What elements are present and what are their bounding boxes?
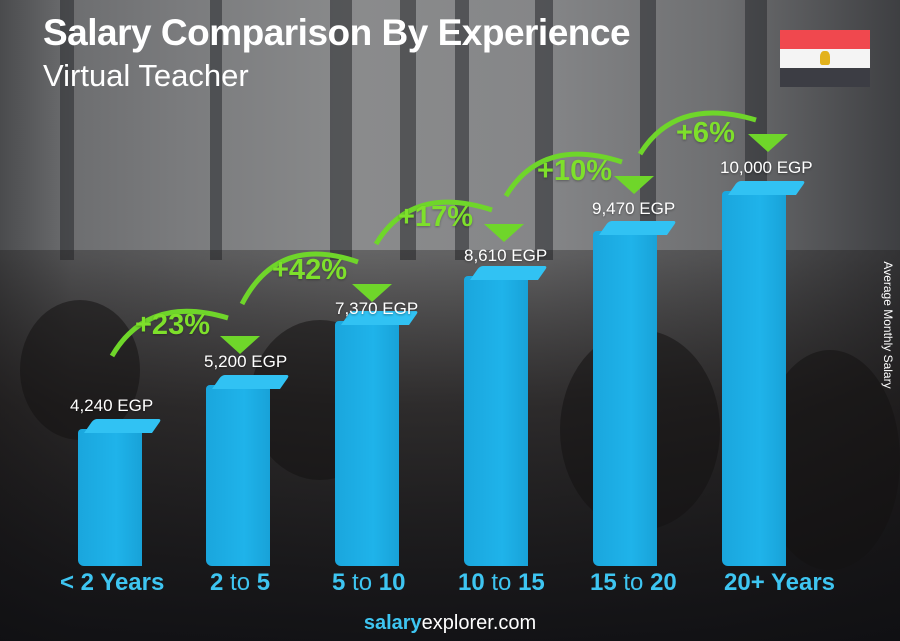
bar-20-plus-years xyxy=(722,181,806,566)
x-label-from: 2 xyxy=(210,569,224,596)
bar-15-to-20 xyxy=(593,221,677,566)
x-label-text: < 2 Years xyxy=(60,569,165,596)
bar-front xyxy=(464,276,528,566)
bar-front xyxy=(78,429,142,566)
footer-brand: salary xyxy=(363,612,422,634)
increase-percent: +23% xyxy=(135,309,210,341)
egypt-flag-icon xyxy=(780,30,870,87)
x-axis-label: < 2 Years xyxy=(60,569,164,597)
chart-subtitle: Virtual Teacher xyxy=(43,58,249,93)
value-label: 4,240 EGP xyxy=(70,396,154,415)
flag-red-stripe xyxy=(780,30,870,49)
bar-top xyxy=(84,419,162,433)
bar-top xyxy=(470,266,548,280)
footer-domain: explorer.com xyxy=(421,612,537,634)
background-window-frame xyxy=(455,0,469,260)
background-window-frame xyxy=(640,0,656,260)
x-label-to: to xyxy=(345,569,379,596)
x-axis-label: 2 to 5 xyxy=(210,569,270,597)
bar-front xyxy=(206,385,270,566)
x-label-from: 5 xyxy=(332,569,346,596)
increase-percent: +17% xyxy=(398,201,473,233)
flag-black-stripe xyxy=(780,68,870,87)
site-footer-link[interactable]: salaryexplorer.com xyxy=(0,612,900,635)
x-axis-label: 15 to 20 xyxy=(590,569,677,597)
value-label: 7,370 EGP xyxy=(335,299,419,318)
increase-percent: +42% xyxy=(272,254,347,286)
x-label-from: 10 xyxy=(458,569,485,596)
y-axis-label: Average Monthly Salary xyxy=(879,250,897,400)
background-window-frame xyxy=(60,0,74,260)
background-window-frame xyxy=(535,0,553,260)
x-label-to: to xyxy=(616,569,651,596)
background-window-frame xyxy=(400,0,416,260)
x-axis-label: 10 to 15 xyxy=(458,569,545,597)
x-axis-label: 20+ Years xyxy=(724,569,835,597)
bar-lt-2-years xyxy=(78,419,162,566)
increase-arrow-icon xyxy=(373,199,524,246)
value-label: 9,470 EGP xyxy=(592,199,676,218)
bar-10-to-15 xyxy=(464,266,548,566)
bar-2-to-5 xyxy=(206,375,290,566)
x-label-until: 10 xyxy=(378,569,406,596)
value-label: 8,610 EGP xyxy=(464,246,548,265)
x-label-until: 5 xyxy=(256,569,271,596)
bar-front xyxy=(335,321,399,566)
increase-arrow-icon xyxy=(239,251,392,306)
value-label: 10,000 EGP xyxy=(720,158,813,177)
bar-top xyxy=(599,221,677,235)
background-person xyxy=(20,300,140,440)
x-axis-label: 5 to 10 xyxy=(332,569,405,597)
x-label-until: 15 xyxy=(518,569,545,596)
y-axis-label-text: Average Monthly Salary xyxy=(881,261,895,389)
background-window-frame xyxy=(330,0,352,260)
x-label-from: 15 xyxy=(590,569,617,596)
bar-5-to-10 xyxy=(335,311,419,566)
bar-top xyxy=(212,375,290,389)
increase-percent: +10% xyxy=(537,155,612,187)
eagle-emblem-icon xyxy=(820,51,830,65)
chart-title: Salary Comparison By Experience xyxy=(43,12,631,53)
increase-arrow-icon xyxy=(109,308,260,358)
value-label: 5,200 EGP xyxy=(204,352,288,371)
x-label-to: to xyxy=(484,569,519,596)
bar-front xyxy=(722,191,786,566)
x-label-to: to xyxy=(223,569,257,596)
x-label-until: 20 xyxy=(650,569,677,596)
bar-front xyxy=(593,231,657,566)
increase-arrow-icon xyxy=(637,110,788,156)
bar-top xyxy=(728,181,806,195)
background-window-frame xyxy=(210,0,222,260)
increase-arrow-icon xyxy=(503,151,654,198)
x-label-text: 20+ Years xyxy=(724,569,836,596)
increase-percent: +6% xyxy=(676,117,735,149)
